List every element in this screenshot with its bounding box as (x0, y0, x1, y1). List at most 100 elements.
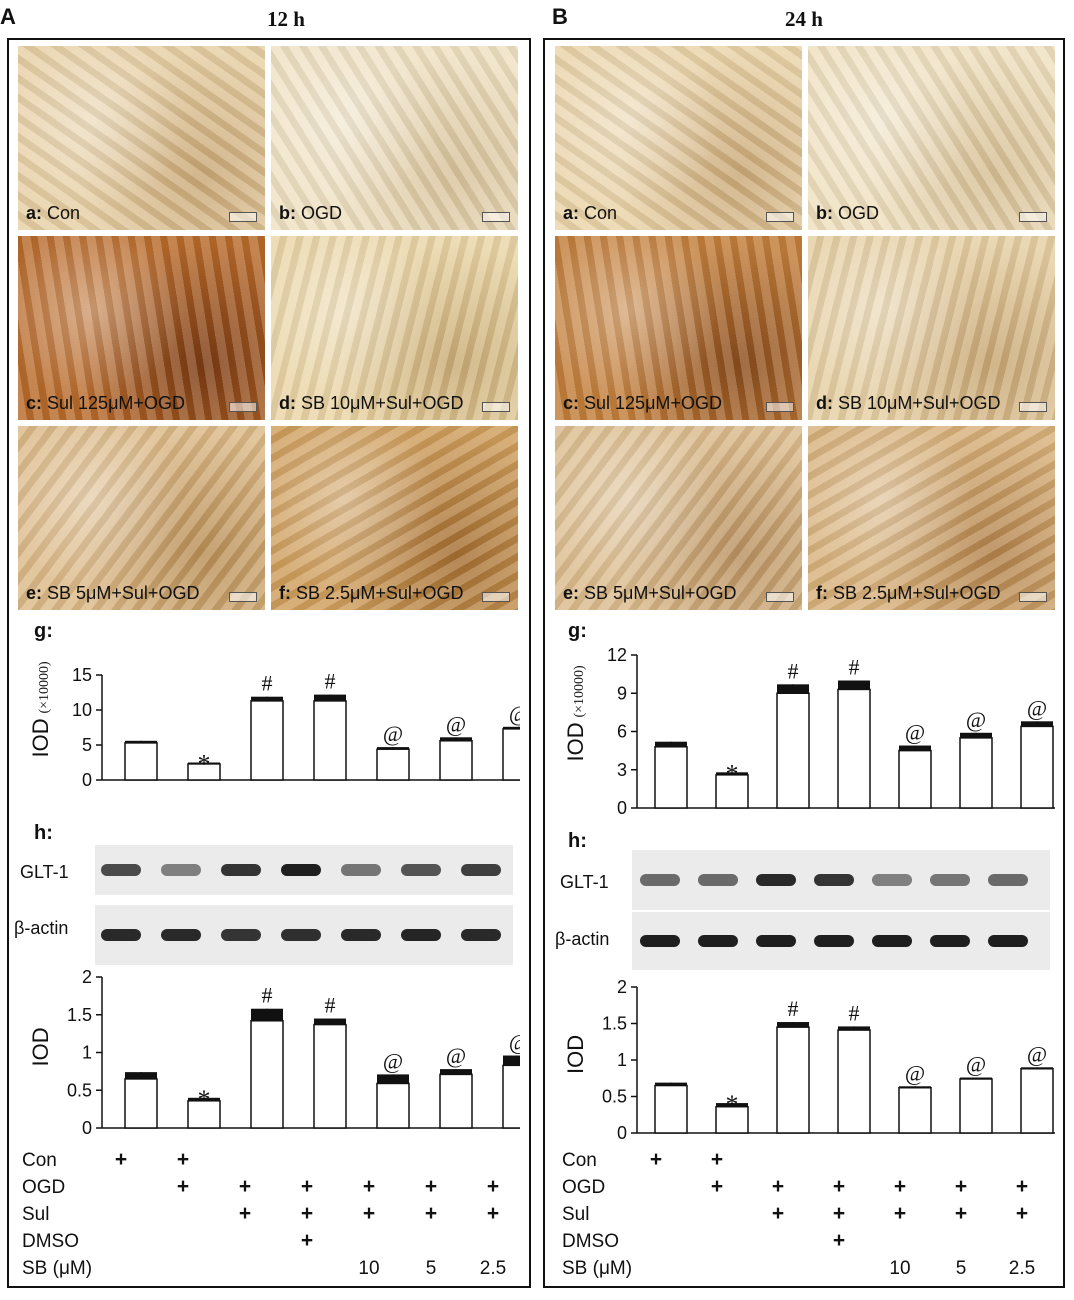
condition-cell: + (649, 1148, 663, 1171)
micrograph-letter: b: (816, 203, 833, 223)
condition-cell: + (486, 1202, 500, 1225)
condition-cell: 10 (889, 1258, 911, 1279)
micrograph-caption: b: OGD (816, 203, 879, 224)
micrograph-letter: e: (563, 583, 580, 603)
blot-band (698, 874, 738, 886)
blot-band (698, 935, 738, 947)
significance-mark: @ (905, 720, 925, 745)
panel-time-b: 24 h (785, 7, 823, 31)
blot-band (221, 864, 261, 876)
condition-cell: + (176, 1175, 190, 1198)
bar (124, 742, 158, 781)
micrograph-letter: b: (279, 203, 296, 223)
micrograph-letter: d: (279, 393, 296, 413)
y-tick-label: 5 (82, 735, 92, 755)
condition-cell: + (176, 1148, 190, 1171)
y-tick-label: 3 (617, 760, 627, 780)
condition-cell: + (893, 1202, 907, 1225)
blot-strip-actin-a (95, 905, 513, 965)
y-axis-unit: (×10000) (37, 661, 52, 714)
bar (959, 1078, 993, 1134)
condition-cell: + (771, 1202, 785, 1225)
condition-row-label: SB (μM) (562, 1258, 633, 1279)
micrograph-caption: a: Con (26, 203, 80, 224)
y-tick-label: 6 (617, 722, 627, 742)
micrograph-d-a: d: SB 10μM+Sul+OGD (271, 236, 518, 420)
scale-bar (482, 212, 510, 222)
bar (439, 1073, 473, 1129)
micrograph-b-b: b: OGD (808, 46, 1055, 230)
micrograph-caption: e: SB 5μM+Sul+OGD (563, 583, 736, 604)
significance-mark: @ (966, 707, 986, 732)
micrograph-caption: a: Con (563, 203, 617, 224)
blot-band (221, 929, 261, 941)
scale-bar (229, 212, 257, 222)
bar-chart-a-g: 0 5 10 15 IOD (×10000) * # # @ @ @ (28, 661, 520, 790)
subpanel-label-g-a: g: (34, 620, 53, 642)
panel-time-a: 12 h (267, 7, 305, 31)
y-tick-label: 1 (82, 1043, 92, 1063)
bar-chart-a-h: 0 0.5 1 1.5 2 IOD * # # @ @ @ (28, 967, 520, 1138)
condition-cell: + (954, 1175, 968, 1198)
y-tick-label: 9 (617, 683, 627, 703)
significance-mark: # (849, 655, 860, 680)
scale-bar (766, 592, 794, 602)
scale-bar (1019, 402, 1047, 412)
panel-frame-a (7, 38, 531, 1288)
condition-cell: + (832, 1202, 846, 1225)
blot-band (461, 929, 501, 941)
blot-band (341, 929, 381, 941)
blot-band (281, 929, 321, 941)
significance-mark: * (726, 1090, 739, 1119)
bar (187, 1100, 221, 1129)
blot-band (872, 935, 912, 947)
bar (313, 700, 347, 781)
bar (898, 1086, 932, 1134)
significance-mark: # (262, 671, 273, 696)
condition-cell: 2.5 (1008, 1258, 1036, 1279)
micrograph-a-b: a: Con (555, 46, 802, 230)
condition-row-label: DMSO (562, 1231, 619, 1252)
subpanel-label-h-b: h: (568, 830, 587, 852)
bar-chart-b-h: 0 0.5 1 1.5 2 IOD * # # @ @ @ (563, 977, 1055, 1143)
y-tick-label: 2 (617, 977, 627, 997)
condition-cell: + (362, 1202, 376, 1225)
y-axis-unit: (×10000) (572, 665, 587, 718)
bar (376, 748, 410, 781)
blot-band (401, 864, 441, 876)
bar (959, 737, 993, 809)
condition-row-label: Sul (22, 1204, 50, 1225)
scale-bar (229, 402, 257, 412)
significance-mark: # (788, 658, 799, 683)
blot-band (161, 929, 201, 941)
bar (313, 1023, 347, 1129)
condition-cell: 5 (955, 1258, 967, 1279)
condition-row-label: SB (μM) (22, 1258, 93, 1279)
blot-band (756, 935, 796, 947)
micrograph-caption: f: SB 2.5μM+Sul+OGD (816, 583, 1000, 604)
condition-cell: + (300, 1175, 314, 1198)
bar (715, 774, 749, 809)
condition-row-label: Sul (562, 1204, 590, 1225)
bar (1020, 1068, 1054, 1134)
scale-bar (766, 212, 794, 222)
bar (898, 749, 932, 809)
significance-mark: @ (446, 1043, 466, 1068)
condition-row-label: Con (22, 1150, 57, 1171)
y-tick-label: 0 (82, 770, 92, 790)
condition-cell: + (114, 1148, 128, 1171)
micrograph-f-a: f: SB 2.5μM+Sul+OGD (271, 426, 518, 610)
condition-row-label: OGD (562, 1177, 606, 1198)
micrograph-letter: f: (279, 583, 291, 603)
significance-mark: @ (509, 701, 520, 726)
micrograph-letter: e: (26, 583, 43, 603)
scale-bar (1019, 592, 1047, 602)
blot-band (281, 864, 321, 876)
condition-cell: + (238, 1175, 252, 1198)
y-tick-label: 10 (72, 700, 92, 720)
y-tick-label: 12 (607, 645, 627, 665)
micrograph-label: Con (42, 203, 81, 223)
significance-mark: @ (383, 1048, 403, 1073)
condition-cell: + (300, 1202, 314, 1225)
y-tick-label: 1.5 (67, 1005, 92, 1025)
